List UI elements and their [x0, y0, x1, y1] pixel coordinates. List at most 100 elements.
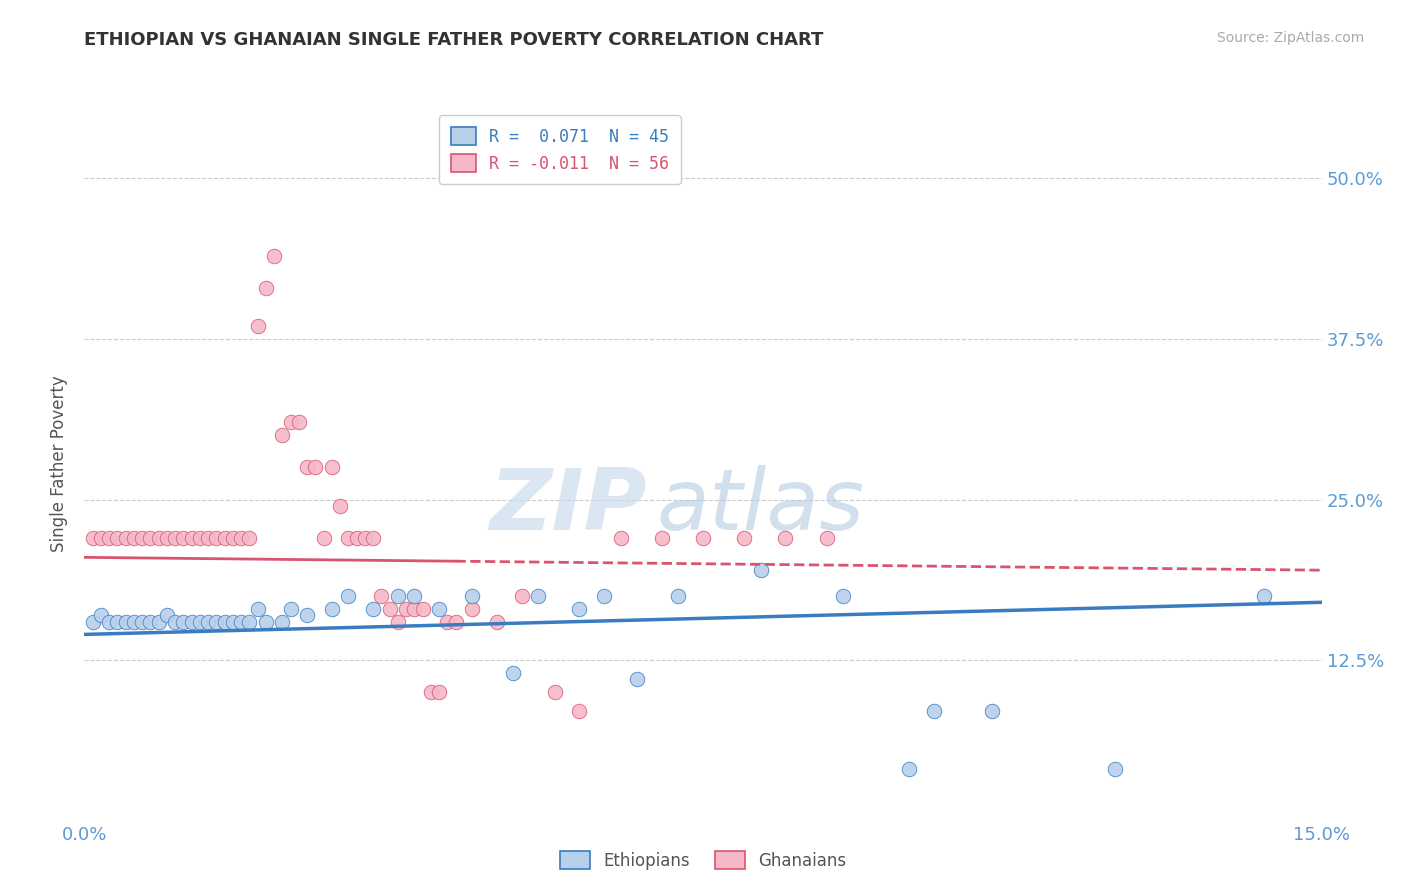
Point	[304, 460, 326, 475]
Point	[1104, 762, 1126, 776]
Point	[188, 531, 211, 545]
Point	[1253, 589, 1275, 603]
Point	[205, 615, 228, 629]
Point	[387, 615, 409, 629]
Point	[666, 589, 689, 603]
Point	[898, 762, 921, 776]
Point	[82, 615, 104, 629]
Point	[280, 601, 302, 615]
Point	[749, 563, 772, 577]
Point	[295, 460, 318, 475]
Point	[280, 416, 302, 430]
Point	[214, 615, 236, 629]
Point	[922, 705, 945, 719]
Point	[312, 531, 335, 545]
Point	[361, 531, 384, 545]
Point	[436, 615, 458, 629]
Point	[387, 589, 409, 603]
Point	[131, 615, 153, 629]
Point	[815, 531, 838, 545]
Point	[427, 685, 450, 699]
Point	[485, 615, 508, 629]
Point	[337, 531, 360, 545]
Legend: Ethiopians, Ghanaians: Ethiopians, Ghanaians	[553, 845, 853, 877]
Point	[271, 615, 294, 629]
Point	[98, 531, 121, 545]
Point	[82, 531, 104, 545]
Point	[346, 531, 368, 545]
Point	[502, 665, 524, 680]
Point	[114, 531, 136, 545]
Point	[980, 705, 1002, 719]
Point	[165, 531, 187, 545]
Point	[222, 531, 245, 545]
Point	[197, 531, 219, 545]
Point	[156, 531, 179, 545]
Point	[370, 589, 392, 603]
Point	[105, 615, 128, 629]
Point	[188, 615, 211, 629]
Y-axis label: Single Father Poverty: Single Father Poverty	[51, 376, 69, 552]
Point	[148, 615, 170, 629]
Point	[543, 685, 565, 699]
Point	[593, 589, 616, 603]
Point	[733, 531, 755, 545]
Point	[404, 589, 426, 603]
Point	[832, 589, 855, 603]
Point	[156, 608, 179, 623]
Point	[238, 615, 260, 629]
Point	[180, 615, 202, 629]
Point	[90, 608, 112, 623]
Point	[172, 531, 194, 545]
Point	[90, 531, 112, 545]
Point	[651, 531, 673, 545]
Point	[131, 531, 153, 545]
Point	[139, 615, 162, 629]
Point	[609, 531, 631, 545]
Point	[98, 615, 121, 629]
Point	[214, 531, 236, 545]
Point	[105, 531, 128, 545]
Point	[122, 531, 145, 545]
Point	[148, 531, 170, 545]
Point	[222, 615, 245, 629]
Point	[510, 589, 533, 603]
Point	[139, 531, 162, 545]
Point	[229, 615, 252, 629]
Point	[246, 601, 269, 615]
Point	[288, 416, 311, 430]
Text: ZIP: ZIP	[489, 465, 647, 549]
Point	[263, 248, 285, 262]
Point	[254, 280, 277, 294]
Point	[246, 319, 269, 334]
Point	[114, 615, 136, 629]
Point	[238, 531, 260, 545]
Point	[378, 601, 401, 615]
Point	[205, 531, 228, 545]
Point	[404, 601, 426, 615]
Point	[337, 589, 360, 603]
Point	[775, 531, 797, 545]
Point	[197, 615, 219, 629]
Text: Source: ZipAtlas.com: Source: ZipAtlas.com	[1216, 31, 1364, 45]
Point	[461, 601, 484, 615]
Point	[254, 615, 277, 629]
Point	[180, 531, 202, 545]
Point	[444, 615, 467, 629]
Point	[427, 601, 450, 615]
Point	[271, 428, 294, 442]
Point	[361, 601, 384, 615]
Point	[568, 601, 591, 615]
Point	[229, 531, 252, 545]
Point	[527, 589, 550, 603]
Text: ETHIOPIAN VS GHANAIAN SINGLE FATHER POVERTY CORRELATION CHART: ETHIOPIAN VS GHANAIAN SINGLE FATHER POVE…	[84, 31, 824, 49]
Point	[165, 615, 187, 629]
Point	[329, 499, 352, 513]
Point	[568, 705, 591, 719]
Point	[412, 601, 434, 615]
Point	[461, 589, 484, 603]
Point	[692, 531, 714, 545]
Point	[626, 673, 648, 687]
Point	[172, 615, 194, 629]
Point	[122, 615, 145, 629]
